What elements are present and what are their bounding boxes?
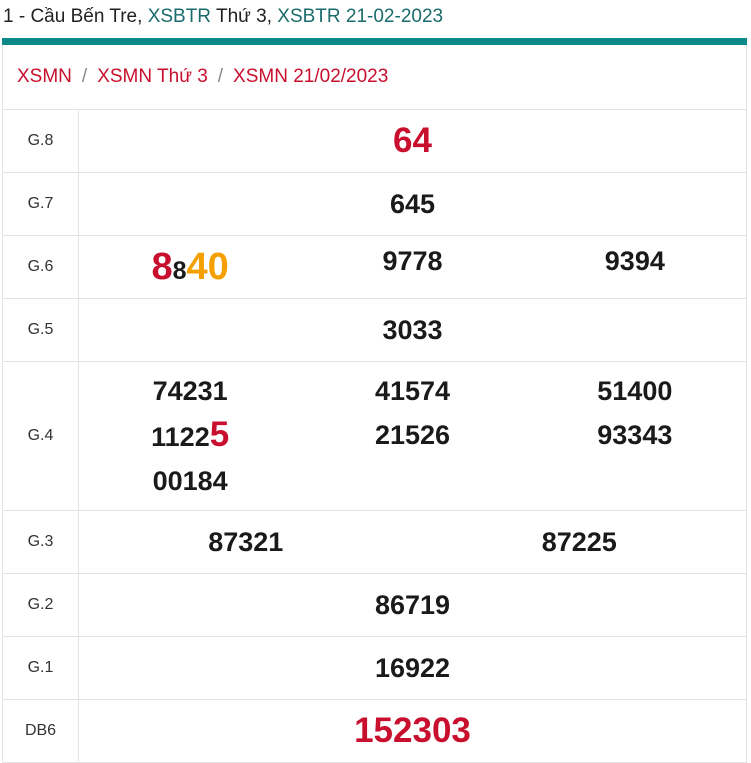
highlight-digit: 8 [151,245,173,288]
prize-value-special: 152303 [354,711,471,750]
digit: 8 [172,256,187,285]
prize-row-g7: G.7 645 [2,172,747,236]
title-link-xsbtr[interactable]: XSBTR [147,6,212,27]
prize-value-g4-5: 21526 [374,420,451,450]
prize-values-g3: 87321 87225 [79,527,746,558]
title-prefix: 1 - Cầu Bến Tre, [3,6,148,27]
prize-label: G.6 [2,235,79,299]
breadcrumb-xsmn-thu3[interactable]: XSMN Thứ 3 [97,66,208,87]
prize-row-g4: G.4 74231 41574 51400 11225 21526 93343 … [2,361,747,511]
breadcrumb-separator: / [81,66,88,87]
digits: 1122 [151,422,210,452]
results-table: G.8 64 G.7 645 G.6 8840 9778 9394 G.5 30… [2,109,747,763]
prize-value-g5: 3033 [382,314,443,345]
title-mid: Thứ 3, [211,6,278,27]
prize-row-g2: G.2 86719 [2,573,747,637]
prize-row-special: DB6 152303 [2,699,747,763]
prize-value-g4-1: 74231 [152,376,228,406]
prize-value-g6-3: 9394 [604,245,665,276]
prize-value-g7: 645 [389,188,436,219]
prize-row-g8: G.8 64 [2,109,747,173]
prize-value-g4-2: 41574 [374,376,451,406]
prize-label: G.7 [2,172,79,236]
prize-value-g2: 86719 [374,589,451,620]
prize-row-g1: G.1 16922 [2,636,747,700]
prize-value-g1: 16922 [374,652,451,683]
breadcrumb: XSMN / XSMN Thứ 3 / XSMN 21/02/2023 [2,45,747,109]
accent-bar [2,38,747,45]
prize-row-g6: G.6 8840 9778 9394 [2,235,747,299]
page-title: 1 - Cầu Bến Tre, XSBTR Thứ 3, XSBTR 21-0… [0,0,751,38]
highlight-digits: 40 [186,245,229,288]
prize-label: G.8 [2,109,79,173]
prize-label: G.2 [2,573,79,637]
prize-row-g3: G.3 87321 87225 [2,510,747,574]
prize-value-g4-4: 11225 [79,413,301,459]
prize-value-g6-2: 9778 [382,245,443,276]
prize-label: G.3 [2,510,79,574]
prize-value-g3-1: 87321 [208,526,284,557]
breadcrumb-xsmn-date[interactable]: XSMN 21/02/2023 [233,66,389,87]
prize-values-g6: 8840 9778 9394 [79,246,746,289]
prize-value-g4-7: 00184 [152,466,228,496]
prize-label: G.5 [2,298,79,362]
prize-values-g4: 74231 41574 51400 11225 21526 93343 0018… [79,369,746,503]
prize-label: G.4 [2,361,79,511]
breadcrumb-xsmn[interactable]: XSMN [17,66,72,87]
title-link-date[interactable]: XSBTR 21-02-2023 [277,6,444,27]
prize-row-g5: G.5 3033 [2,298,747,362]
prize-value-g3-2: 87225 [541,526,617,557]
prize-label: G.1 [2,636,79,700]
prize-label: DB6 [2,699,79,763]
breadcrumb-separator: / [217,66,224,87]
prize-value-g4-6: 93343 [597,420,673,450]
prize-value-g8: 64 [393,121,432,160]
highlight-digit: 5 [209,415,230,454]
prize-value-g4-3: 51400 [597,376,673,406]
prize-value-g6-1: 8840 [79,246,301,289]
